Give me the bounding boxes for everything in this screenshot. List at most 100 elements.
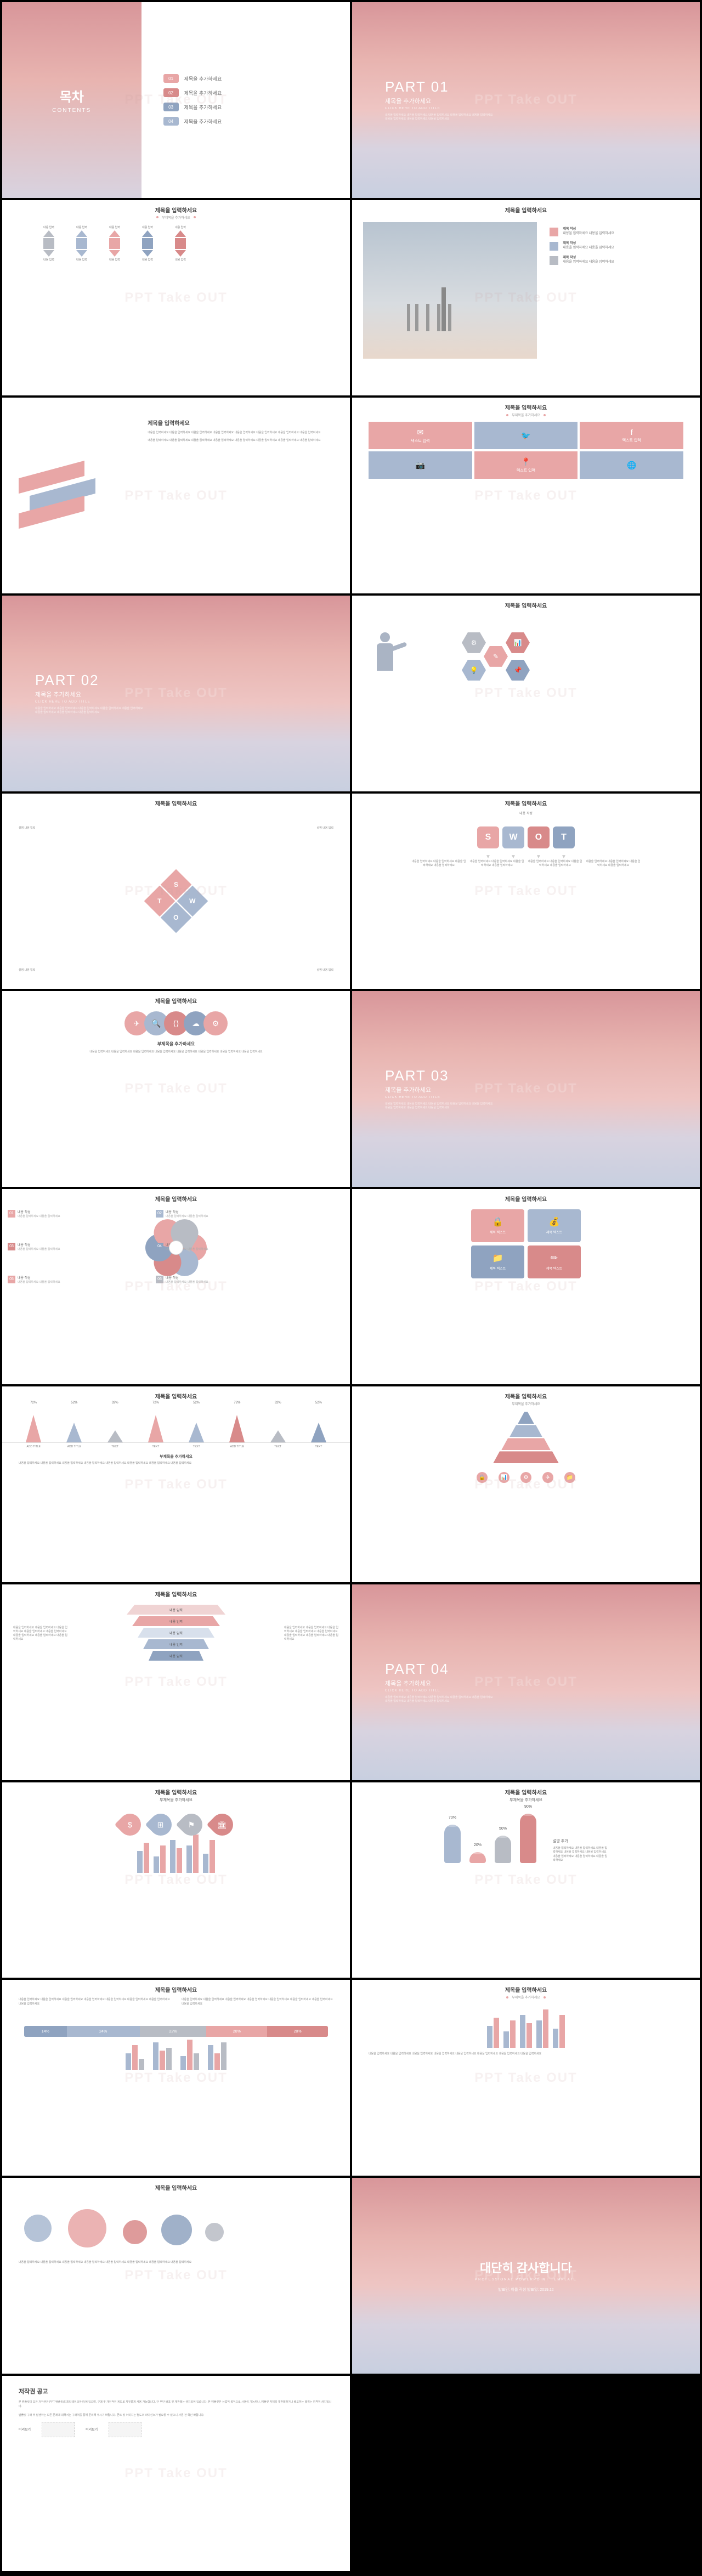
slide-pyramid: 제목을 입력하세요 부제목을 추가하세요 🔒📊⚙✈📁 PPT Take OUT (352, 1386, 700, 1582)
social-cell: 🌐 (580, 451, 683, 479)
toc-title: 목차 (60, 86, 84, 105)
square-item: 🔒제목 텍스트 (471, 1209, 524, 1242)
flower-label: 03내용 작성내용을 입력하세요 내용을 입력하세요 (8, 1242, 60, 1251)
bar (193, 1835, 199, 1873)
slide-hex: 제목을 입력하세요 ⚙✎💡📊📌 PPT Take OUT (352, 596, 700, 791)
hex-icon: 📌 (506, 660, 530, 681)
bar-chart (2, 1840, 350, 1873)
bar (187, 2040, 193, 2070)
toc-list: 01 제목을 추가하세요 02 제목을 추가하세요 03 제목을 추가하세요 0… (141, 2, 350, 198)
segment: 14% (24, 2026, 67, 2037)
bar (487, 2026, 492, 2048)
toc-left-panel: 목차 CONTENTS (2, 2, 141, 198)
toc-label: 제목을 추가하세요 (184, 75, 222, 82)
watermark: PPT Take OUT (124, 2268, 228, 2283)
circle-row: ✈🔍⟨⟩☁⚙ (2, 1011, 350, 1035)
slide-title: 제목을 입력하세요 (352, 794, 700, 808)
bar (536, 2020, 542, 2048)
person-silhouette (369, 632, 401, 704)
pyramid-chart (488, 1412, 564, 1467)
bar-group (126, 2045, 144, 2070)
funnel-step: 내용 입력 (149, 1651, 203, 1661)
bar-group (170, 1840, 182, 1873)
social-icon: 🐦 (521, 431, 530, 440)
bar-group (536, 2009, 548, 2048)
cylinder-bar: 20% (469, 1852, 486, 1863)
slide-title: 제목을 입력하세요 (352, 1189, 700, 1204)
bar (180, 2056, 186, 2070)
toc-number: 03 (163, 103, 179, 111)
arrow-column: 내용 입력 내용 입력 (172, 225, 189, 262)
part-label: PART 01 제목을 추가하세요 CLICK HERE TO ADD TITL… (385, 78, 495, 121)
cylinder-chart: 70%20%50%90% (444, 1803, 536, 1863)
pyramid-layer (509, 1425, 542, 1437)
square-icon: 📁 (492, 1253, 503, 1264)
flower-label: 01내용 작성내용을 입력하세요 내용을 입력하세요 (8, 1209, 60, 1218)
bar (154, 1856, 159, 1873)
triangle-bar (148, 1415, 163, 1442)
four-square-grid: 🔒제목 텍스트💰제목 텍스트📁제목 텍스트✏제목 텍스트 (471, 1209, 581, 1278)
bar-chart (352, 2004, 700, 2048)
slide-grid: 목차 CONTENTS 01 제목을 추가하세요 02 제목을 추가하세요 03… (0, 0, 702, 2573)
slide-swot-diamond: 제목을 입력하세요 SWOT 설명 내용 입력 설명 내용 입력 설명 내용 입… (2, 794, 350, 989)
slide-title: 제목을 입력하세요 (352, 200, 700, 215)
slide-title: 제목을 입력하세요 (352, 1782, 700, 1797)
bar-group (154, 1845, 166, 1873)
slide-title: 제목을 입력하세요 (2, 1386, 350, 1401)
bar (144, 1843, 149, 1873)
bar (543, 2009, 548, 2048)
slide-title: 제목을 입력하세요 (2, 200, 350, 215)
toc-item: 04 제목을 추가하세요 (163, 117, 328, 126)
bar (160, 2051, 165, 2070)
swot-desc: 내용을 입력하세요 내용을 입력하세요 내용을 입력하세요 내용을 입력하세요 (469, 860, 524, 868)
cylinder-bar: 90% (520, 1814, 536, 1863)
slide-circles: 제목을 입력하세요 ✈🔍⟨⟩☁⚙ 부제목을 추가하세요 내용을 입력하세요 내용… (2, 991, 350, 1187)
part-title: 제목을 추가하세요 (385, 97, 495, 105)
slide-toc: 목차 CONTENTS 01 제목을 추가하세요 02 제목을 추가하세요 03… (2, 2, 350, 198)
bar (139, 2059, 144, 2070)
slide-segbar: 제목을 입력하세요 내용을 입력하세요 내용을 입력하세요 내용을 입력하세요 … (2, 1980, 350, 2176)
bar (170, 1840, 176, 1873)
cityscape-image (363, 222, 537, 359)
bar (214, 2053, 220, 2070)
empty-cell (352, 2376, 700, 2572)
color-square (550, 256, 558, 265)
bubble-chart (13, 2198, 339, 2253)
toc-number: 02 (163, 88, 179, 97)
slide-flower: 제목을 입력하세요 01내용 작성내용을 입력하세요 내용을 입력하세요 02내… (2, 1189, 350, 1385)
bar-group (487, 2018, 499, 2048)
bar-group (137, 1843, 149, 1873)
social-grid: ✉ 텍스트 입력 🐦 f 텍스트 입력 📷 📍 텍스트 입력 🌐 (352, 422, 700, 479)
arrow-column: 내용 입력 내용 입력 (73, 225, 90, 262)
watermark: PPT Take OUT (474, 884, 578, 899)
slide-title: 제목을 입력하세요 (2, 2178, 350, 2193)
toc-number: 04 (163, 117, 179, 126)
slide-part-02: PART 02 제목을 추가하세요 CLICK HERE TO ADD TITL… (2, 596, 350, 791)
subtitle-deco: 부제목을 추가하세요 (2, 215, 350, 220)
watermark: PPT Take OUT (124, 2466, 228, 2481)
slide-grouped-bars: 제목을 입력하세요 부제목을 추가하세요 내용을 입력하세요 내용을 입력하세요… (352, 1980, 700, 2176)
bar (160, 1845, 166, 1873)
bar-group (153, 2042, 172, 2070)
bar-group (180, 2040, 199, 2070)
watermark: PPT Take OUT (124, 290, 228, 305)
toc-subtitle: CONTENTS (52, 107, 91, 114)
triangle-chart (2, 1405, 350, 1443)
social-icon: 📍 (521, 457, 530, 467)
toc-item: 02 제목을 추가하세요 (163, 88, 328, 97)
bar (132, 2045, 138, 2070)
slide-title: 제목을 입력하세요 (2, 1782, 350, 1797)
toc-number: 01 (163, 74, 179, 83)
slide-title: 제목을 입력하세요 (2, 1584, 350, 1599)
flower-label: 05내용 작성내용을 입력하세요 내용을 입력하세요 (8, 1275, 60, 1284)
square-item: 📁제목 텍스트 (471, 1245, 524, 1278)
pyramid-layer (501, 1438, 551, 1450)
swot-square-W: W (502, 826, 524, 848)
slide-four-square: 제목을 입력하세요 🔒제목 텍스트💰제목 텍스트📁제목 텍스트✏제목 텍스트 P… (352, 1189, 700, 1385)
slide-funnel: 제목을 입력하세요 내용을 입력하세요 내용을 입력하세요 내용을 입력하세요 … (2, 1584, 350, 1780)
toc-label: 제목을 추가하세요 (184, 118, 222, 125)
example-diagram (42, 2422, 75, 2437)
slide-title: 제목을 입력하세요 (352, 398, 700, 412)
slide-ribbon: 제목을 입력하세요 내용을 입력하세요 내용을 입력하세요 내용을 입력하세요 … (2, 398, 350, 593)
bubble (161, 2215, 192, 2245)
